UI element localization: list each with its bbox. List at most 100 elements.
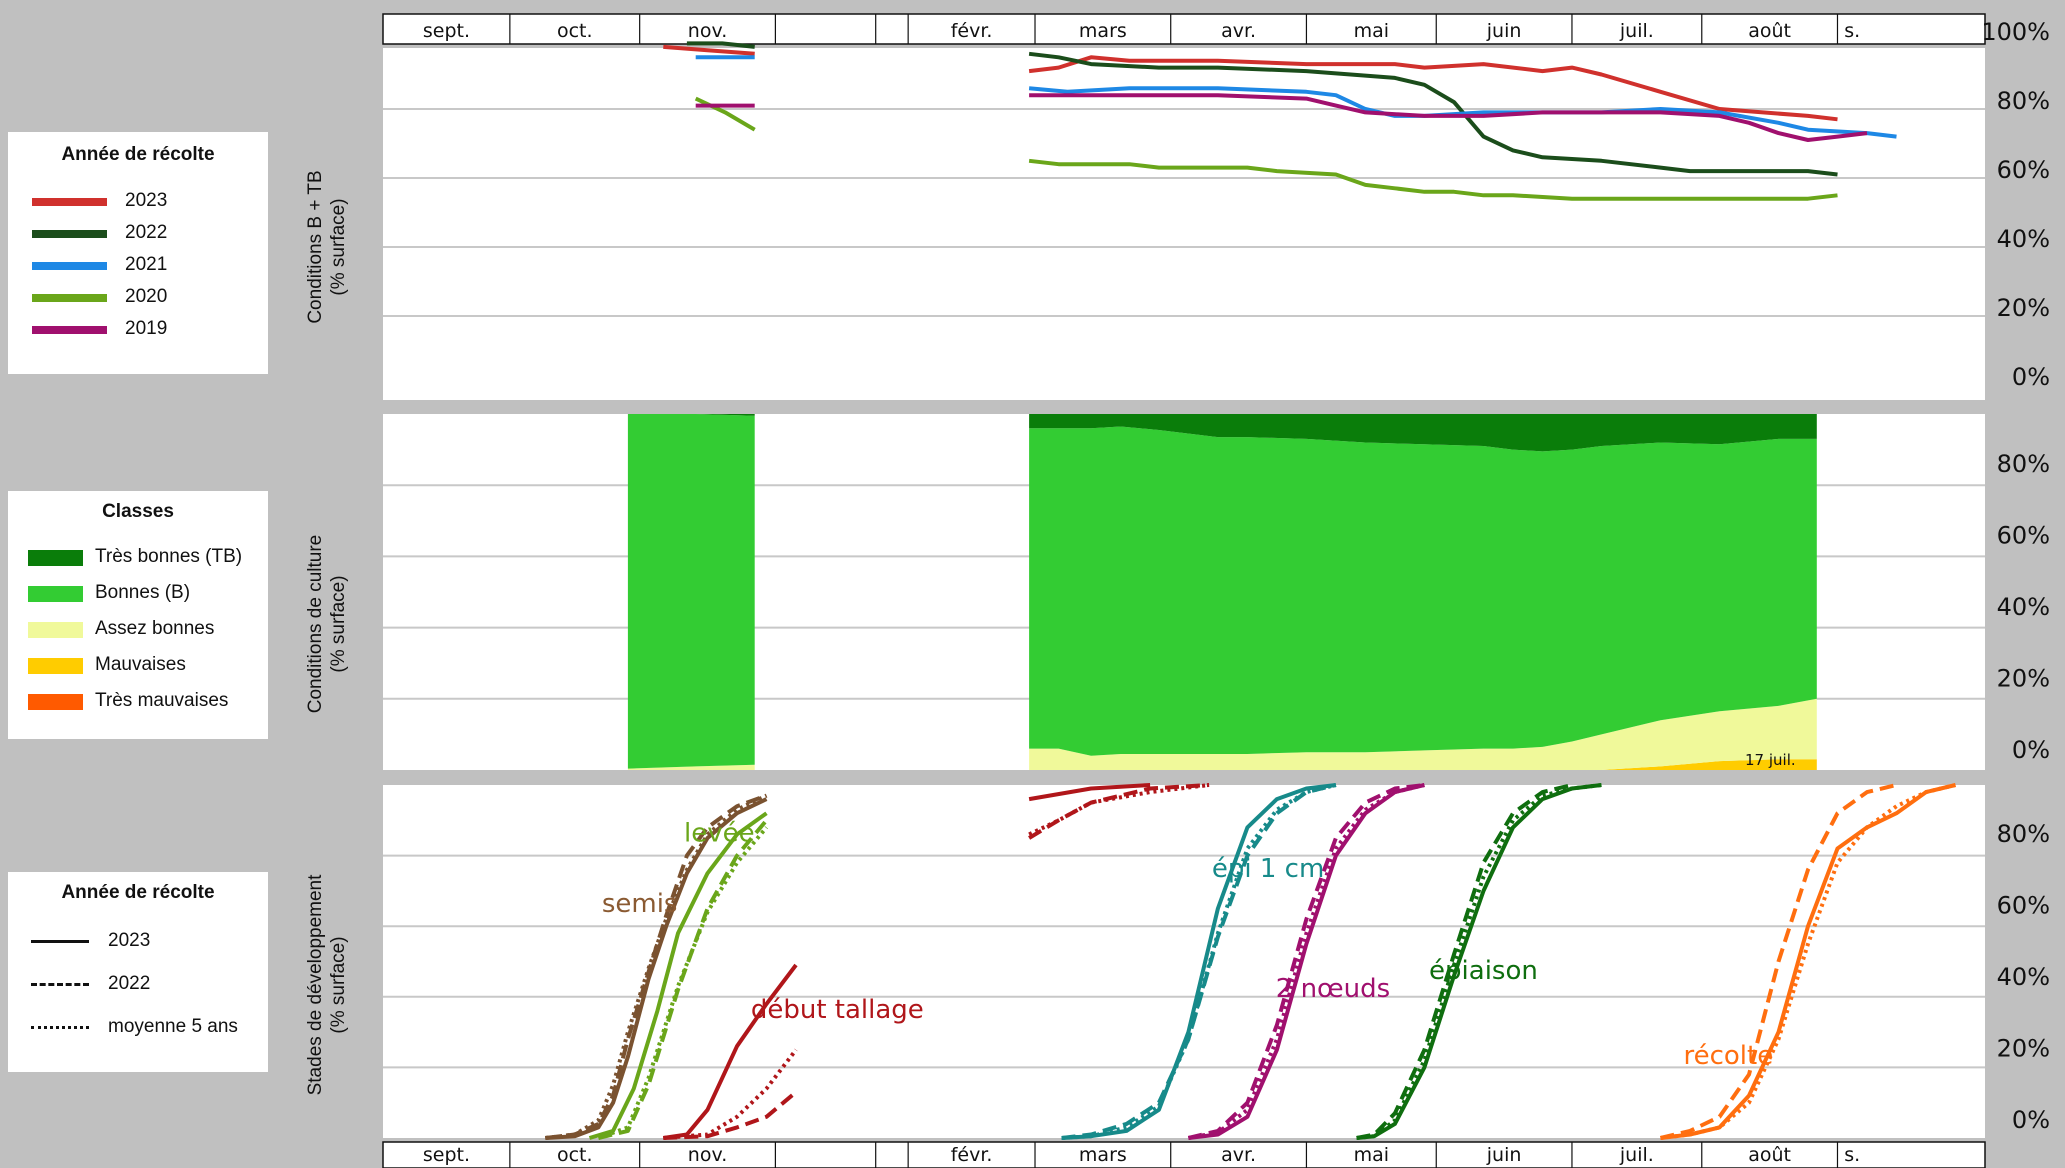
y-tick-label: 80% [1997,820,2050,848]
stage-line-d-but-tallage-2023-printemps [1028,783,1151,802]
panel3-series: semis levée début tallage épi 1 cm 2 nœuds ép… [545,783,1956,1140]
legend-item-label: 2022 [108,973,151,994]
month-label: oct. [557,20,593,42]
legend-item-label: Très mauvaises [95,690,229,711]
series-line-2020 [1028,158,1838,201]
stage-annotation-piaison: épiaison [1429,956,1538,986]
legend-title: Année de récolte [61,882,215,903]
stage-line-d-but-tallage-moyenne-5-ans [663,1048,798,1140]
month-label: avr. [1221,20,1256,42]
month-label: févr. [951,20,993,42]
legend-item-label: 2022 [125,222,168,243]
legend-item-label: 2020 [125,286,168,307]
stage-line-2-n-uds-moyenne-5-ans [1188,783,1425,1140]
y-tick-label: 40% [1997,593,2050,621]
series-line-2020 [694,96,756,132]
y-tick-label: 0% [2012,1106,2050,1134]
date-label: 17 juil. [1745,751,1796,769]
panel-3 [383,785,1985,1138]
stage-line-d-but-tallage-2023 [663,963,798,1140]
legend-item-label: Assez bonnes [95,618,215,639]
legend-item: Mauvaises [8,652,268,680]
legend-item-label: Très bonnes (TB) [95,546,243,567]
panel1-series [663,41,1897,201]
legend-item-label: moyenne 5 ans [108,1016,238,1037]
stage-line-2-n-uds-2022 [1187,783,1425,1140]
legend-item: Bonnes (B) [8,580,268,608]
area-tr-s-bonnes-tb [627,414,755,416]
month-label: sept. [423,20,470,42]
legend-swatch [28,694,83,710]
stage-annotation-lev-e: levée [684,818,755,848]
month-label: nov. [688,20,727,42]
legend-item-label: 2023 [108,930,151,951]
y-tick-label: 20% [1997,294,2050,322]
legend-item: 2023 [8,188,268,216]
month-label: mai [1354,1144,1389,1166]
y-tick-label: 40% [1997,963,2050,991]
legend-item: Assez bonnes [8,616,268,644]
stage-annotation-pi-1-cm: épi 1 cm [1212,854,1324,884]
legend-swatch [32,262,107,270]
legend-item: 2023 [8,928,268,956]
legend-item-label: Bonnes (B) [95,582,191,603]
legend-swatch [32,230,107,238]
y-axis-label-line1: Stades de développement [305,874,326,1096]
stage-annotation-r-colte: récolte [1683,1041,1773,1071]
y-axis-label-line1: Conditions B + TB [305,170,326,324]
legend-swatch [28,586,83,602]
legend-line-sample [31,983,89,986]
legend-item-label: Mauvaises [95,654,186,675]
legend-swatch [32,326,107,334]
stage-line-r-colte-2022 [1660,783,1897,1140]
legend-item-label: 2023 [125,190,168,211]
legend-item: 2021 [8,252,268,280]
legend-item: 2022 [8,971,268,999]
area-bonnes-b [627,414,755,769]
month-label: juil. [1619,20,1654,42]
legend-swatch [32,198,107,206]
panel2-stacked-area [627,414,1817,770]
plot-area [383,48,1985,400]
stage-line-piaison-2022 [1356,783,1573,1140]
month-axis-bottom: sept. oct. nov. févr. mars avr. mai juin juil. ao… [382,1141,1986,1168]
y-tick-label: 40% [1997,225,2050,253]
area-tr-s-bonnes-tb [1029,414,1817,452]
legend-item: 2022 [8,220,268,248]
legend-item: moyenne 5 ans [8,1014,268,1042]
stage-line-pi-1-cm-2022 [1061,783,1337,1140]
y-tick-label: 60% [1997,156,2050,184]
month-label: févr. [951,1144,993,1166]
legend-item: 2019 [8,316,268,344]
legend-harvest-year-colors: Année de récolte 2023 2022 2021 2020 2019 [8,132,268,374]
legend-item: Très mauvaises [8,688,268,716]
stage-annotation-2-n-uds: 2 nœuds [1276,974,1390,1004]
stage-line-pi-1-cm-2023 [1061,783,1337,1140]
month-label: juin [1486,1144,1522,1166]
month-axis-top: sept. oct. nov. févr. mars avr. mai juin juil. ao… [382,13,1986,45]
series-line-2023 [1028,55,1838,122]
legend-title: Classes [102,501,174,522]
month-label: juin [1486,20,1522,42]
y-tick-label: 80% [1997,87,2050,115]
month-label: mars [1079,1144,1127,1166]
series-line-2019 [1029,93,1868,142]
y-axis-label-line2: (% surface) [328,198,349,296]
month-label: nov. [688,1144,727,1166]
legend-line-sample [31,940,89,943]
month-label: août [1748,20,1791,42]
y-tick-label: 0% [2012,363,2050,391]
y-tick-label: 80% [1997,450,2050,478]
series-line-2023 [663,44,755,56]
month-axis-background [382,13,1986,45]
month-label: oct. [557,1144,593,1166]
legend-swatch [28,658,83,674]
legend-line-styles: Année de récolte 2023 2022 moyenne 5 ans [8,872,268,1072]
legend-title: Année de récolte [61,144,215,165]
stage-annotation-d-but-tallage: début tallage [751,995,924,1025]
stage-line-pi-1-cm-moyenne-5-ans [1061,783,1337,1140]
y-tick-label: 60% [1997,892,2050,920]
plot-area [383,785,1985,1138]
